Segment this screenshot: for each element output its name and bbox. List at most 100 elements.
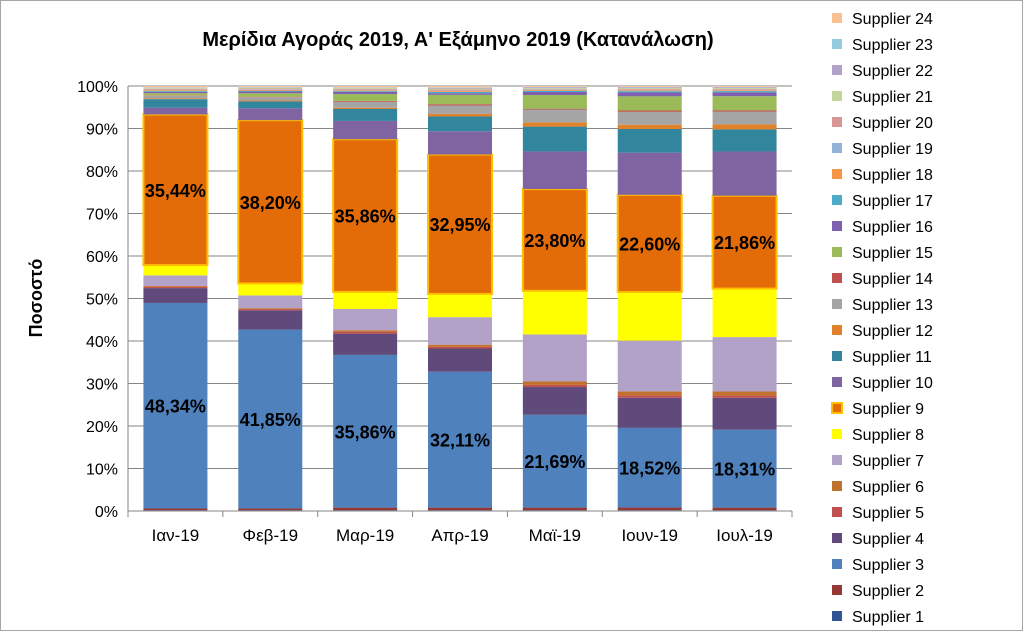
bar-segment [238,310,303,330]
bar-segment [617,88,682,90]
bar-segment [428,89,492,91]
bar-segment [428,94,492,105]
bar-segment [617,427,682,508]
bar-segment [143,88,208,89]
bar-segment [238,101,303,109]
bar-segment [712,391,777,396]
bar-segment [616,193,683,294]
bar-segment [238,283,303,296]
bar-segment [522,384,587,388]
bar-segment [428,93,492,95]
bar-segment [522,90,587,92]
legend-label: Supplier 21 [852,89,933,106]
bar-segment [238,87,303,89]
legend-swatch [832,507,842,517]
bar-segment [238,508,303,511]
bar-segment [711,194,778,290]
bar-segment [617,397,682,428]
legend-swatch [831,402,843,414]
bar-segment [617,507,682,511]
bar-segment [332,138,399,293]
bar-segment [333,354,398,508]
bar-segment [333,507,398,511]
legend-swatch [832,117,842,127]
bar-segment [333,101,398,108]
legend-swatch [832,585,842,595]
bar-segment [712,88,777,89]
bar-segment [617,292,682,341]
legend-swatch [832,13,842,23]
bar-segment [522,89,587,91]
bar-segment [522,414,587,508]
legend-swatch [832,273,842,283]
legend-label: Supplier 9 [852,401,924,418]
x-tick-label: Μαϊ-19 [529,526,581,545]
bar-segment [143,99,208,108]
bar-segment [712,124,777,130]
bar-segment [238,88,303,90]
bar-segment [238,100,303,102]
legend-label: Supplier 11 [852,349,932,366]
bar-segment [617,91,682,93]
axes: 0% 10% 20% 30% 40% 50% 60% 70% 80% 90% 100% Ιαν-19 Φ… [77,79,793,545]
y-tick-label: 60% [86,249,118,266]
bar-segment [143,286,208,289]
data-label: 21,69% [524,452,585,472]
bar-segment [712,129,777,152]
data-label: 32,95% [429,215,490,235]
bar-segment [428,346,492,349]
x-tick-label: Ιουλ-19 [716,526,773,545]
bar-segment [143,93,208,96]
bar-segment [143,107,208,115]
legend-swatch [832,325,842,335]
bar-segment [522,109,587,123]
bar-segment [522,290,587,335]
bar-segment [142,113,209,267]
legend-swatch [832,455,842,465]
bar-segment [238,295,303,309]
legend-swatch [832,351,842,361]
bar-segment [712,429,777,508]
bar-segment [712,90,777,92]
bar-segment [521,188,588,292]
bar-segment [333,100,398,102]
legend: Supplier 24 Supplier 23 Supplier 22 Supplie… [831,11,933,626]
legend-swatch [832,611,842,621]
bar-segment [617,152,682,195]
bar-segment [428,116,492,132]
bar-segment [522,387,587,415]
bar-segment [238,108,303,121]
legend-label: Supplier 2 [852,583,924,600]
bar-segment [428,131,492,155]
data-label: 38,20% [240,193,301,213]
data-label: 32,11% [430,431,490,451]
bar-segment [712,397,777,430]
legend-label: Supplier 4 [852,531,924,548]
bar-segment [238,309,303,311]
bar-segment [522,334,587,382]
bar-segment [617,96,682,111]
bar-segment [333,331,398,334]
bar-segment [143,88,208,90]
bar-segment [522,151,587,190]
legend-swatch [832,65,842,75]
bar-segment [617,395,682,398]
bar-segment [238,91,303,94]
bar-segment [143,285,208,287]
y-tick-label: 80% [86,164,118,181]
bar-segment [333,88,398,89]
bar-segment [333,291,398,309]
x-tick-label: Φεβ-19 [243,526,299,545]
legend-label: Supplier 3 [852,557,924,574]
bar-segment [428,507,492,511]
bar-segment [143,288,208,303]
data-label: 35,86% [335,422,396,442]
legend-label: Supplier 18 [852,167,933,184]
bar-segment [143,98,208,100]
bar-segment [238,86,303,87]
bar-segment [238,329,303,509]
bar-segment [428,113,492,117]
legend-swatch [832,247,842,257]
